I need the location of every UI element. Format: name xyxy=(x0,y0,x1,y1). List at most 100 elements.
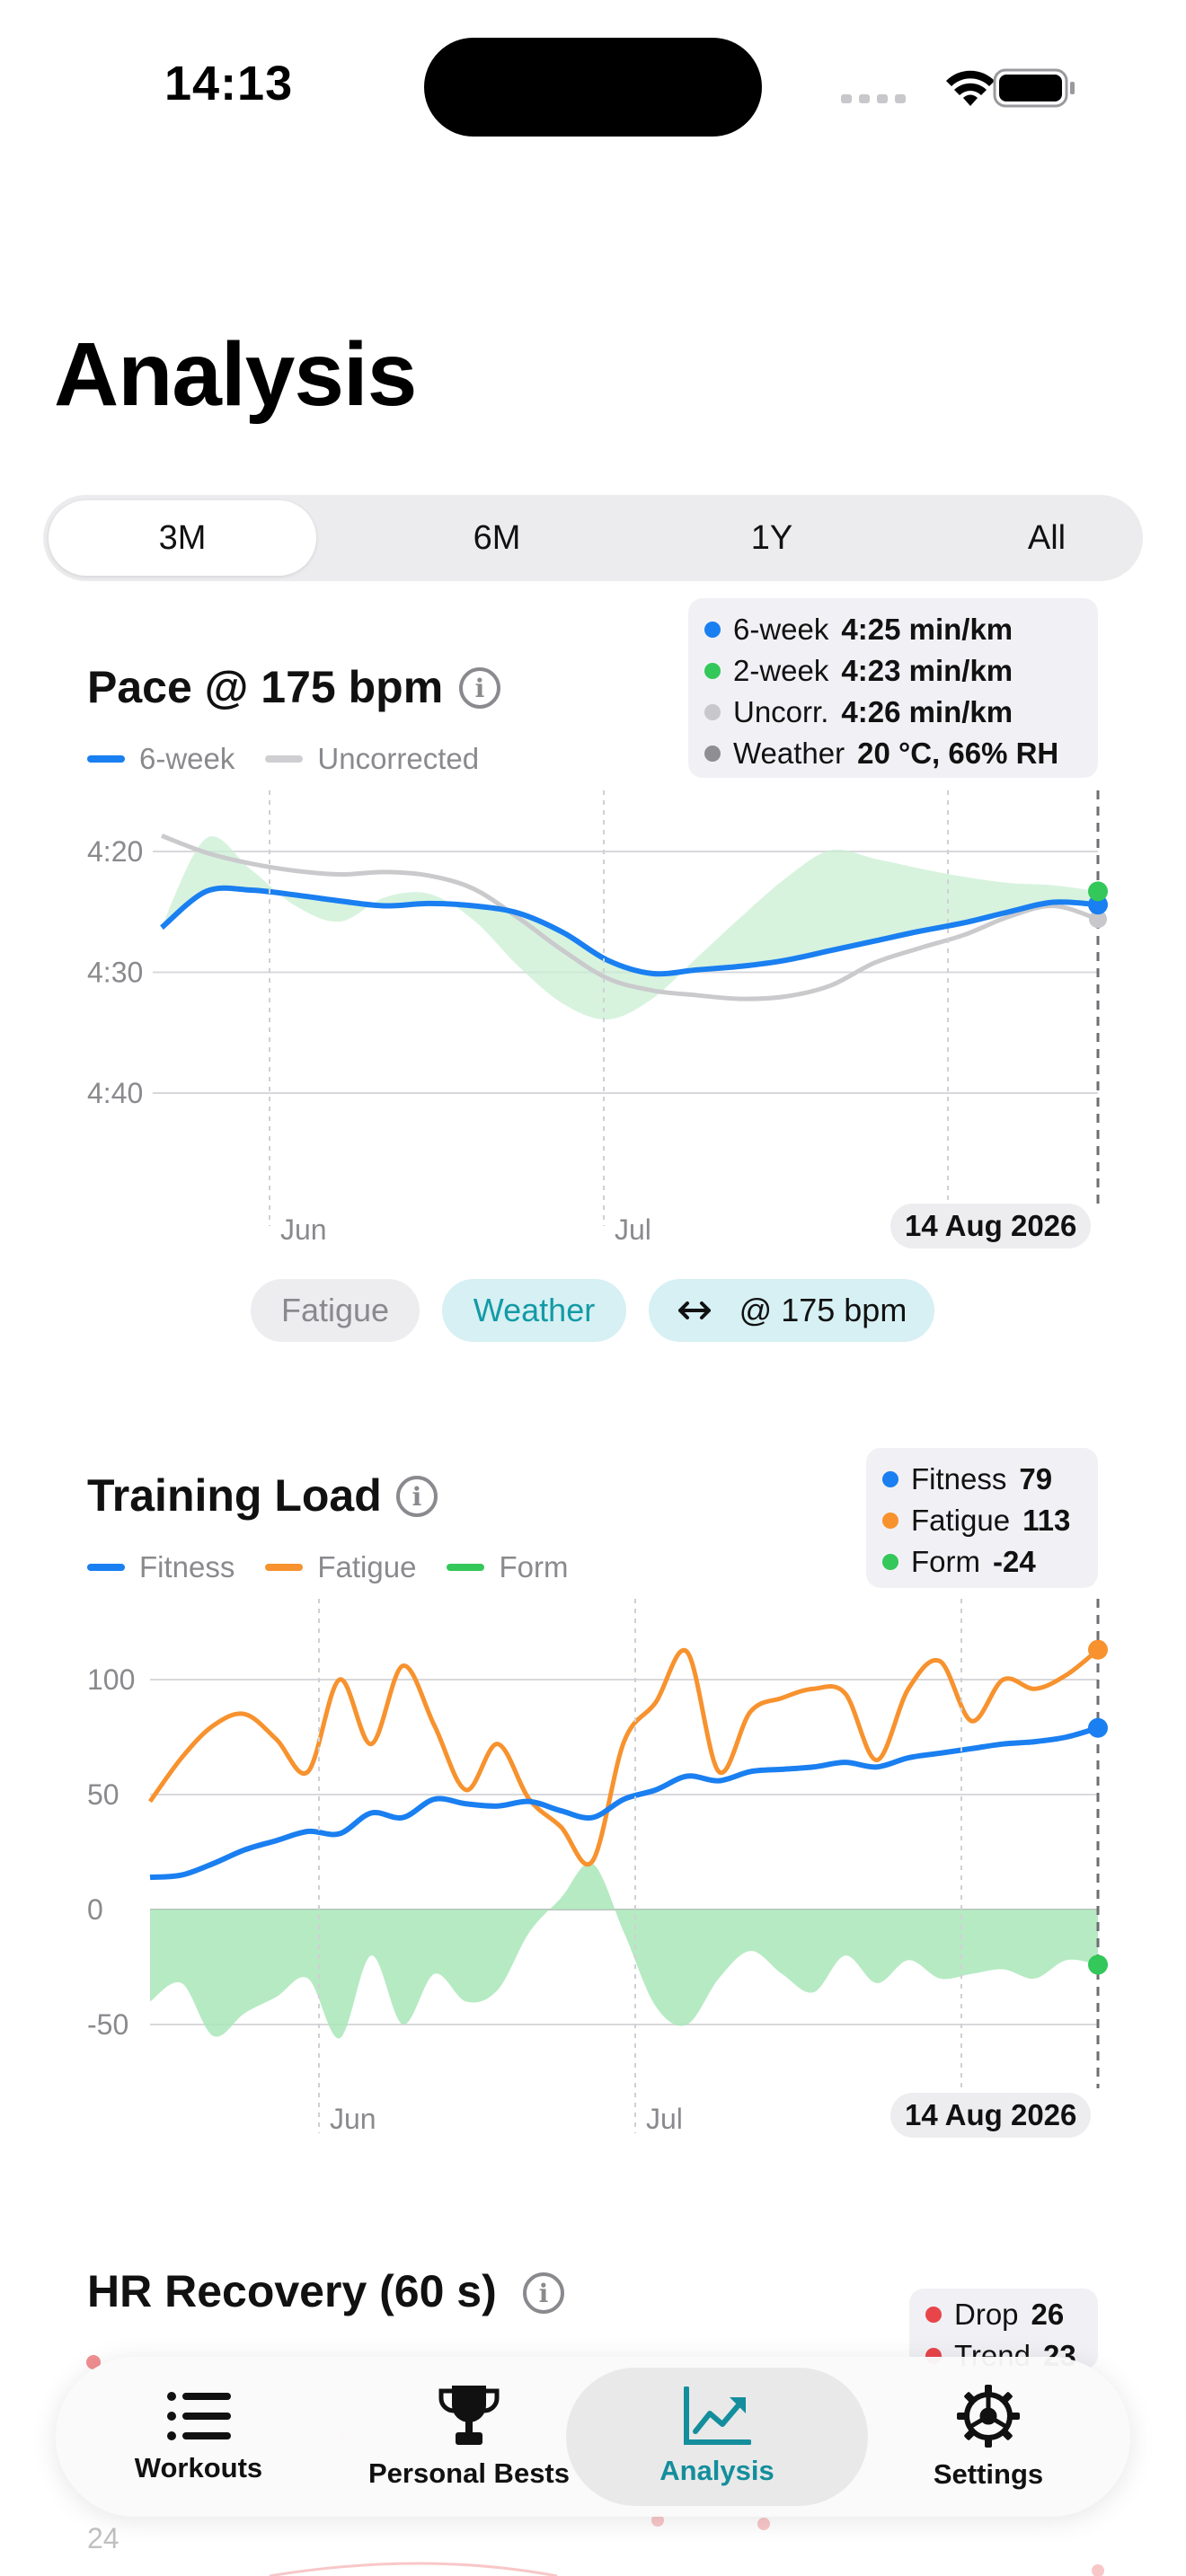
tooltip-dot xyxy=(704,622,721,638)
legend-label: Uncorrected xyxy=(317,742,480,775)
load-chart[interactable]: 100 50 0 -50 Jun Jul xyxy=(0,1590,1186,2147)
y-tick-label: 4:30 xyxy=(87,957,143,989)
pace-tooltip: 6-week 4:25 min/km 2-week 4:23 min/km Unco… xyxy=(688,598,1098,778)
wifi-icon xyxy=(946,70,995,106)
load-info-icon[interactable]: i xyxy=(396,1476,438,1517)
tab-bar: Workouts Personal Bests Analysis xyxy=(56,2357,1130,2517)
tooltip-row: Weather 20 °C, 66% RH xyxy=(704,733,1082,774)
tooltip-row: 2-week 4:23 min/km xyxy=(704,650,1082,692)
legend-swatch xyxy=(87,755,125,763)
dynamic-island xyxy=(424,38,762,137)
legend-label: Fatigue xyxy=(317,1550,417,1584)
tooltip-row: 6-week 4:25 min/km xyxy=(704,609,1082,650)
legend-item: Uncorrected xyxy=(265,742,479,776)
load-legend: Fitness Fatigue Form xyxy=(87,1550,598,1584)
x-tick-label: Jul xyxy=(646,2103,683,2135)
fitness-marker xyxy=(1088,1717,1108,1738)
tooltip-dot xyxy=(925,2307,942,2323)
tooltip-value: 4:26 min/km xyxy=(841,695,1013,728)
series-line-6-week xyxy=(160,885,1099,977)
hr-target-chip[interactable]: @ 175 bpm xyxy=(649,1279,934,1342)
y-tick-label: 4:20 xyxy=(87,835,143,868)
tab-label: Analysis xyxy=(659,2455,774,2486)
tab-label: Workouts xyxy=(134,2452,263,2483)
tooltip-dot xyxy=(704,704,721,720)
tooltip-dot xyxy=(704,745,721,762)
series-line-fatigue xyxy=(147,1647,1100,1866)
page-title: Analysis xyxy=(54,324,417,425)
tooltip-label: Drop xyxy=(954,2298,1019,2331)
weather-band xyxy=(162,836,1098,1020)
tooltip-row: Form -24 xyxy=(882,1541,1082,1583)
list-icon xyxy=(167,2392,231,2440)
chart-line-icon xyxy=(684,2386,751,2445)
tab-settings[interactable]: Settings xyxy=(898,2368,1078,2506)
tooltip-dot xyxy=(704,663,721,679)
tooltip-label: 6-week xyxy=(733,613,829,646)
tooltip-dot xyxy=(882,1554,898,1570)
x-tick-label: Jun xyxy=(280,1213,327,1246)
legend-item: Fitness xyxy=(87,1550,235,1584)
tab-personal-bests[interactable]: Personal Bests xyxy=(352,2368,586,2506)
form-marker xyxy=(1088,1954,1108,1975)
tooltip-value: 113 xyxy=(1022,1504,1071,1537)
pace-card-title: Pace @ 175 bpm xyxy=(87,662,444,712)
series-line-uncorrected xyxy=(161,834,1099,1001)
pace-chart[interactable]: 4:20 4:30 4:40 Jun Jul xyxy=(0,781,1186,1266)
legend-swatch xyxy=(265,755,304,763)
legend-label: Fitness xyxy=(139,1550,235,1584)
legend-swatch xyxy=(265,1564,304,1571)
pace-info-icon[interactable]: i xyxy=(459,667,500,709)
legend-label: Form xyxy=(499,1550,569,1584)
tooltip-label: 2-week xyxy=(733,654,829,687)
range-segmented-control: 3M 6M 1Y All xyxy=(43,495,1143,581)
y-tick-label: 100 xyxy=(87,1663,135,1696)
recovery-tooltip: Drop 26 Trend 23 xyxy=(909,2289,1098,2369)
recovery-info-icon[interactable]: i xyxy=(523,2272,564,2314)
recovery-y-tick: 24 xyxy=(87,2522,119,2554)
x-tick-label: Jun xyxy=(330,2103,376,2135)
status-time: 14:13 xyxy=(164,57,294,110)
x-tick-label: Jul xyxy=(615,1213,651,1246)
series-line-fitness xyxy=(149,1725,1099,1881)
gear-icon xyxy=(957,2385,1020,2448)
tooltip-value: -24 xyxy=(993,1545,1036,1578)
range-option-6m[interactable]: 6M xyxy=(473,518,521,557)
tooltip-label: Fatigue xyxy=(911,1504,1011,1537)
tooltip-label: Form xyxy=(911,1545,980,1578)
tooltip-dot xyxy=(882,1471,898,1487)
tooltip-dot xyxy=(882,1513,898,1529)
range-option-3m[interactable]: 3M xyxy=(49,500,316,576)
uncorrected-marker xyxy=(1089,910,1107,929)
legend-swatch xyxy=(87,1564,125,1571)
hr-target-label: @ 175 bpm xyxy=(739,1292,907,1328)
tooltip-value: 20 °C, 66% RH xyxy=(857,737,1059,770)
y-tick-label: 50 xyxy=(87,1778,119,1811)
legend-label: 6-week xyxy=(139,742,235,775)
recovery-card-title: HR Recovery (60 s) xyxy=(87,2266,497,2316)
tooltip-value: 4:25 min/km xyxy=(841,613,1013,646)
legend-item: 6-week xyxy=(87,742,235,776)
load-tooltip: Fitness 79 Fatigue 113 Form -24 xyxy=(866,1448,1098,1588)
tooltip-label: Uncorr. xyxy=(733,695,829,728)
tooltip-value: 79 xyxy=(1019,1462,1053,1495)
fatigue-chip[interactable]: Fatigue xyxy=(251,1279,420,1342)
arrow-left-right-icon xyxy=(677,1301,711,1319)
range-option-all[interactable]: All xyxy=(1027,518,1067,557)
weather-chip[interactable]: Weather xyxy=(442,1279,626,1342)
tooltip-label: Fitness xyxy=(911,1462,1007,1495)
signal-icon xyxy=(841,94,906,103)
fatigue-marker xyxy=(1088,1639,1108,1660)
tooltip-row: Drop 26 xyxy=(925,2294,1082,2335)
tooltip-row: Fitness 79 xyxy=(882,1459,1082,1500)
y-tick-label: 0 xyxy=(87,1893,103,1926)
tab-workouts[interactable]: Workouts xyxy=(101,2368,296,2506)
y-tick-label: -50 xyxy=(87,2008,128,2041)
pace-selected-date: 14 Aug 2026 xyxy=(890,1204,1092,1248)
range-option-1y[interactable]: 1Y xyxy=(750,518,793,557)
tooltip-value: 4:23 min/km xyxy=(841,654,1013,687)
tooltip-row: Uncorr. 4:26 min/km xyxy=(704,692,1082,733)
tab-label: Settings xyxy=(933,2458,1044,2490)
battery-icon xyxy=(993,68,1075,108)
tab-analysis[interactable]: Analysis xyxy=(566,2368,868,2506)
